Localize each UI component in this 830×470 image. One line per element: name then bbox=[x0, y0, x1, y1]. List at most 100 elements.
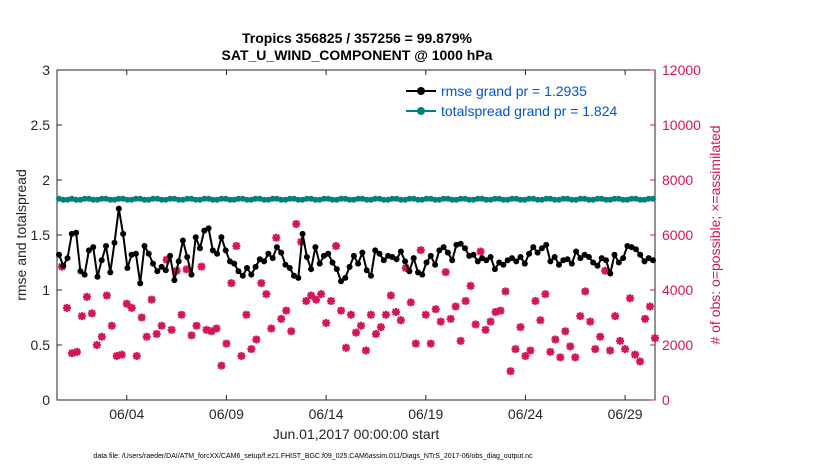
rmse-point bbox=[175, 258, 182, 265]
totalspread-point bbox=[184, 195, 191, 202]
rmse-point bbox=[98, 257, 105, 264]
totalspread-point bbox=[585, 196, 592, 203]
rmse-point bbox=[81, 271, 88, 278]
obs-marker bbox=[561, 327, 570, 336]
rmse-point bbox=[462, 245, 468, 252]
rmse-point bbox=[359, 249, 366, 256]
obs-marker bbox=[486, 317, 495, 326]
obs-marker bbox=[576, 312, 585, 321]
rmse-point bbox=[530, 244, 537, 251]
obs-marker bbox=[371, 330, 380, 338]
obs-marker bbox=[521, 352, 530, 360]
totalspread-point bbox=[568, 196, 575, 203]
obs-marker bbox=[282, 306, 291, 315]
obs-marker bbox=[347, 310, 356, 319]
rmse-point bbox=[239, 272, 246, 279]
rmse-point bbox=[551, 254, 558, 260]
obs-marker bbox=[376, 323, 385, 332]
rmse-point bbox=[64, 255, 71, 262]
obs-marker bbox=[441, 268, 450, 277]
obs-marker bbox=[272, 233, 281, 242]
y2-tick-label: 8000 bbox=[662, 172, 693, 188]
obs-marker bbox=[646, 302, 655, 311]
obs-marker bbox=[631, 350, 640, 359]
y-tick-label: 1 bbox=[42, 282, 50, 298]
y2-tick-label: 0 bbox=[662, 392, 670, 408]
rmse-point bbox=[440, 244, 447, 251]
totalspread-point bbox=[303, 195, 310, 202]
rmse-point bbox=[188, 271, 195, 278]
obs-marker bbox=[596, 332, 605, 341]
totalspread-point bbox=[491, 195, 498, 202]
totalspread-point bbox=[209, 196, 216, 203]
rmse-point bbox=[393, 256, 400, 263]
rmse-point bbox=[423, 259, 430, 266]
totalspread-point bbox=[158, 196, 165, 203]
rmse-point bbox=[231, 260, 238, 267]
obs-marker bbox=[252, 335, 261, 344]
obs-marker bbox=[386, 291, 395, 300]
obs-marker bbox=[611, 312, 620, 321]
y2-tick-label: 10000 bbox=[662, 117, 701, 133]
obs-marker bbox=[391, 308, 400, 316]
rmse-point bbox=[611, 251, 618, 258]
totalspread-point bbox=[534, 196, 541, 203]
y-tick-label: 0 bbox=[42, 392, 50, 408]
obs-marker bbox=[601, 266, 610, 275]
rmse-point bbox=[85, 247, 92, 254]
obs-marker bbox=[401, 264, 410, 272]
totalspread-point bbox=[517, 196, 524, 203]
obs-marker bbox=[501, 287, 510, 296]
rmse-point bbox=[329, 259, 336, 266]
obs-marker bbox=[132, 352, 141, 360]
rmse-point bbox=[513, 258, 520, 265]
x-tick-label: 06/09 bbox=[209, 406, 244, 422]
totalspread-point bbox=[509, 195, 515, 202]
legend-marker-totalspread bbox=[417, 107, 425, 115]
obs-marker bbox=[366, 310, 375, 319]
rmse-point bbox=[632, 246, 639, 253]
x-tick-label: 06/19 bbox=[408, 406, 443, 422]
rmse-point bbox=[278, 249, 285, 256]
totalspread-point bbox=[637, 196, 644, 203]
y-tick-label: 3 bbox=[42, 62, 50, 78]
totalspread-point bbox=[90, 196, 97, 203]
rmse-point bbox=[299, 230, 306, 237]
totalspread-point bbox=[449, 196, 456, 203]
obs-marker bbox=[591, 345, 600, 354]
y2-axis-label: # of obs: o=possible; ×=assimilated bbox=[707, 125, 723, 344]
rmse-point bbox=[590, 259, 597, 266]
rmse-point bbox=[192, 234, 199, 241]
y-tick-label: 2 bbox=[42, 172, 50, 188]
rmse-point bbox=[444, 249, 451, 256]
obs-marker bbox=[332, 242, 341, 250]
obs-marker bbox=[342, 343, 351, 352]
rmse-point bbox=[273, 244, 280, 251]
rmse-point bbox=[427, 252, 434, 259]
totalspread-point bbox=[620, 196, 627, 203]
obs-marker bbox=[651, 334, 659, 343]
totalspread-point bbox=[338, 195, 344, 202]
totalspread-point bbox=[218, 195, 225, 202]
totalspread-point bbox=[98, 195, 105, 202]
obs-marker bbox=[247, 345, 256, 354]
totalspread-point bbox=[650, 195, 656, 202]
obs-marker bbox=[481, 325, 490, 334]
totalspread-point bbox=[594, 195, 601, 202]
obs-marker bbox=[317, 290, 326, 299]
rmse-point bbox=[620, 255, 627, 262]
y2-tick-label: 6000 bbox=[662, 227, 693, 243]
rmse-point bbox=[137, 280, 144, 287]
rmse-point bbox=[615, 259, 622, 266]
obs-marker bbox=[511, 345, 520, 354]
totalspread-point bbox=[226, 196, 233, 203]
rmse-point bbox=[547, 258, 554, 265]
obs-marker bbox=[197, 262, 206, 271]
rmse-point bbox=[197, 245, 203, 252]
totalspread-point bbox=[269, 195, 276, 202]
obs-marker bbox=[302, 297, 311, 305]
x-axis-label: Jun.01,2017 00:00:00 start bbox=[273, 426, 440, 442]
obs-marker bbox=[267, 324, 276, 333]
totalspread-point bbox=[312, 196, 319, 203]
rmse-point bbox=[205, 225, 212, 232]
